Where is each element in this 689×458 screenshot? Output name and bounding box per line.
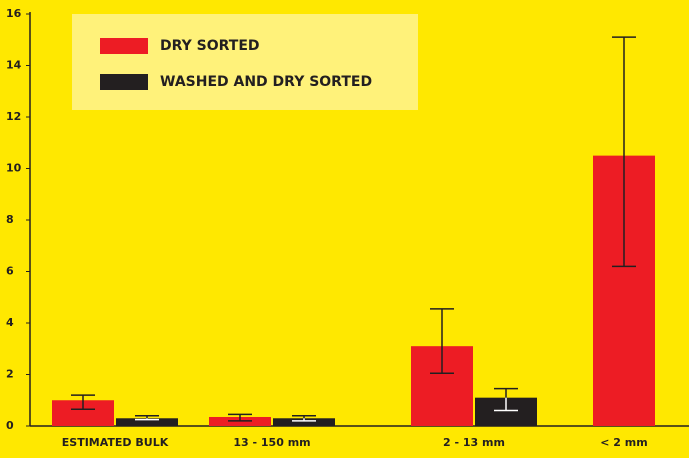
x-tick-label: 13 - 150 mm — [233, 436, 310, 449]
legend-label: WASHED AND DRY SORTED — [160, 74, 372, 90]
x-tick-label: 2 - 13 mm — [443, 436, 505, 449]
bar — [116, 418, 178, 426]
y-tick-label: 6 — [6, 265, 14, 278]
legend-swatch — [100, 74, 148, 90]
y-tick-label: 0 — [6, 419, 14, 432]
x-tick-label: < 2 mm — [600, 436, 647, 449]
x-tick-label: ESTIMATED BULK — [62, 436, 169, 449]
y-tick-label: 16 — [6, 7, 22, 20]
y-tick-label: 12 — [6, 110, 21, 123]
legend-swatch — [100, 38, 148, 54]
bar — [273, 418, 335, 426]
y-tick-label: 8 — [6, 213, 14, 226]
y-tick-label: 10 — [6, 162, 22, 175]
legend-label: DRY SORTED — [160, 38, 260, 54]
legend-box — [72, 14, 418, 110]
y-tick-label: 14 — [6, 59, 22, 72]
y-tick-label: 2 — [6, 368, 14, 381]
y-tick-label: 4 — [6, 316, 14, 329]
